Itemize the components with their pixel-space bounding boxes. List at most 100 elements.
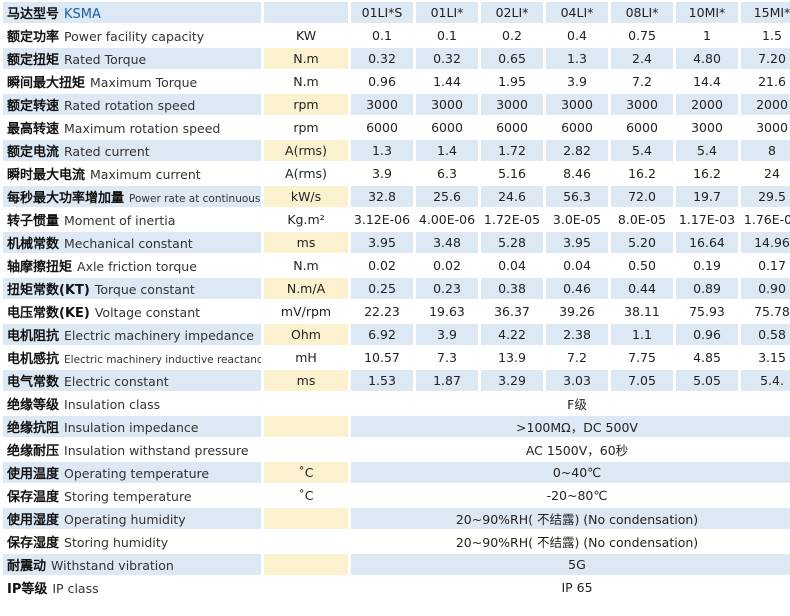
spec-label-en: Electric machinery impedance	[64, 328, 254, 343]
spec-value-cell: 3.95	[546, 232, 608, 253]
model-header-cell: 04LI*	[546, 2, 608, 23]
spec-value-cell: 3000	[741, 117, 790, 138]
spec-label-zh: 使用湿度	[7, 513, 60, 528]
spec-value-cell: 7.2	[546, 347, 608, 368]
spec-value-cell: 7.75	[611, 347, 673, 368]
spec-unit-cell: kW/s	[264, 186, 348, 207]
spec-label-zh: 电机感抗	[7, 352, 60, 367]
spec-label-cell: 耐震动 Withstand vibration	[3, 554, 261, 575]
spec-value-cell: 75.93	[676, 301, 738, 322]
spec-value-cell: 3.03	[546, 370, 608, 391]
spec-label-cell: 电机感抗 Electric machinery inductive reactan…	[3, 347, 261, 368]
spec-unit-cell: ms	[264, 232, 348, 253]
spec-label-zh: 使用温度	[7, 467, 60, 482]
spec-value-cell: 3.12E-06	[351, 209, 413, 230]
spec-label-cell: 额定扭矩 Rated Torque	[3, 48, 261, 69]
spec-unit-cell: Ohm	[264, 324, 348, 345]
spec-value-cell: 4.80	[676, 48, 738, 69]
spec-value-cell: 14.96	[741, 232, 790, 253]
spec-value-cell: 5.16	[481, 163, 543, 184]
spec-label-en: Axle friction torque	[77, 259, 197, 274]
spec-value-cell: 21.6	[741, 71, 790, 92]
shared-value-cell: 20~90%RH( 不结露) (No condensation)	[351, 531, 790, 552]
spec-label-cell: 马达型号 KSMA	[3, 2, 261, 23]
spec-row-shared: 保存温度 Storing temperature ˚C -20~80℃	[3, 485, 790, 506]
spec-row: 额定转速 Rated rotation speed rpm 3000 3000 3000 3…	[3, 94, 790, 115]
spec-value-cell: 5.4	[611, 140, 673, 161]
spec-value-cell: 2.82	[546, 140, 608, 161]
spec-label-en: Storing temperature	[64, 489, 192, 504]
spec-label-en: Operating humidity	[64, 512, 186, 527]
spec-label-zh: 耐震动	[7, 559, 47, 574]
shared-value-cell: F级	[351, 393, 790, 414]
spec-label-cell: 额定转速 Rated rotation speed	[3, 94, 261, 115]
spec-label-zh: 轴摩擦扭矩	[7, 260, 73, 275]
spec-label-en: Power facility capacity	[64, 29, 205, 44]
model-header-cell: 02LI*	[481, 2, 543, 23]
spec-label-zh: 保存湿度	[7, 536, 60, 551]
spec-value-cell: 7.20	[741, 48, 790, 69]
spec-value-cell: 24.6	[481, 186, 543, 207]
shared-value-cell: AC 1500V，60秒	[351, 439, 790, 460]
spec-value-cell: 0.1	[416, 25, 478, 46]
spec-value-cell: 1.72E-05	[481, 209, 543, 230]
spec-label-cell: 电气常数 Electric constant	[3, 370, 261, 391]
spec-label-zh: 电气常数	[7, 375, 60, 390]
spec-value-cell: 25.6	[416, 186, 478, 207]
spec-value-cell: 0.23	[416, 278, 478, 299]
spec-value-cell: 2.4	[611, 48, 673, 69]
spec-value-cell: 0.02	[351, 255, 413, 276]
spec-value-cell: 0.44	[611, 278, 673, 299]
spec-value-cell: 0.04	[481, 255, 543, 276]
spec-row-shared: 绝缘抗阻 Insulation impedance >100MΩ，DC 500V	[3, 416, 790, 437]
spec-value-cell: 3000	[546, 94, 608, 115]
spec-value-cell: 22.23	[351, 301, 413, 322]
spec-value-cell: 19.7	[676, 186, 738, 207]
spec-label-cell: IP等级 IP class	[3, 577, 261, 598]
spec-value-cell: 6.92	[351, 324, 413, 345]
spec-value-cell: 32.8	[351, 186, 413, 207]
spec-value-cell: 3000	[351, 94, 413, 115]
spec-value-cell: 6.3	[416, 163, 478, 184]
shared-value-cell: 5G	[351, 554, 790, 575]
spec-value-cell: 5.4	[676, 140, 738, 161]
spec-row: 额定扭矩 Rated Torque N.m 0.32 0.32 0.65 1.3 2.4 4.8…	[3, 48, 790, 69]
spec-row-shared: 绝缘等级 Insulation class F级	[3, 393, 790, 414]
spec-label-zh: 每秒最大功率增加量	[7, 191, 125, 206]
spec-label-cell: 最高转速 Maximum rotation speed	[3, 117, 261, 138]
spec-value-cell: 72.0	[611, 186, 673, 207]
spec-row: 电压常数(KE) Voltage constant mV/rpm 22.23 19.63…	[3, 301, 790, 322]
spec-label-en: Insulation impedance	[64, 420, 199, 435]
spec-label-zh: 绝缘抗阻	[7, 421, 60, 436]
spec-label-en: Maximum rotation speed	[64, 121, 221, 136]
spec-value-cell: 3.29	[481, 370, 543, 391]
spec-table-body: 马达型号 KSMA 01LI*S 01LI* 02LI* 04LI* 08LI* 10MI* 1…	[3, 2, 790, 598]
spec-value-cell: 3.9	[546, 71, 608, 92]
spec-value-cell: 1.53	[351, 370, 413, 391]
shared-value-cell: 20~90%RH( 不结露) (No condensation)	[351, 508, 790, 529]
spec-unit-cell	[264, 554, 348, 575]
spec-label-en: Maximum current	[90, 167, 201, 182]
spec-row-shared: 使用湿度 Operating humidity 20~90%RH( 不结露) (No…	[3, 508, 790, 529]
spec-label-en: Rated current	[64, 144, 150, 159]
spec-label-zh: 瞬时最大电流	[7, 168, 86, 183]
spec-label-cell: 瞬间最大扭矩 Maximum Torque	[3, 71, 261, 92]
spec-label-en: Mechanical constant	[64, 236, 193, 251]
spec-unit-cell: A(rms)	[264, 140, 348, 161]
spec-row: 电机阻抗 Electric machinery impedance Ohm 6.92 3…	[3, 324, 790, 345]
motor-spec-table: 马达型号 KSMA 01LI*S 01LI* 02LI* 04LI* 08LI* 10MI* 1…	[3, 2, 790, 598]
spec-unit-cell: rpm	[264, 117, 348, 138]
spec-unit-cell	[264, 508, 348, 529]
spec-label-zh: 保存温度	[7, 490, 60, 505]
spec-value-cell: 1.17E-03	[676, 209, 738, 230]
spec-unit-cell: ˚C	[264, 462, 348, 483]
spec-row: 额定功率 Power facility capacity KW 0.1 0.1 0.2 0.…	[3, 25, 790, 46]
spec-value-cell: 8.46	[546, 163, 608, 184]
spec-unit-cell: N.m/A	[264, 278, 348, 299]
spec-value-cell: 1	[676, 25, 738, 46]
model-header-cell: 01LI*S	[351, 2, 413, 23]
spec-value-cell: 3000	[611, 94, 673, 115]
spec-unit-cell	[264, 393, 348, 414]
spec-value-cell: 7.05	[611, 370, 673, 391]
spec-value-cell: 0.89	[676, 278, 738, 299]
